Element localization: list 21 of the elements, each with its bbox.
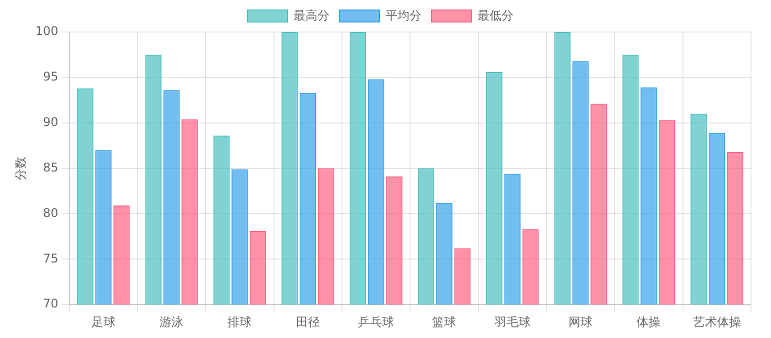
x-tick-label: 体操	[636, 314, 661, 329]
x-tick-label: 游泳	[160, 314, 184, 329]
y-tick-label: 90	[43, 114, 58, 129]
x-tick-label: 篮球	[432, 314, 456, 329]
y-tick-label: 100	[35, 24, 58, 38]
x-tick-label: 足球	[91, 314, 116, 329]
x-tick-label: 网球	[568, 314, 593, 329]
y-tick-label: 80	[43, 206, 58, 220]
legend-label: 平均分	[386, 8, 422, 22]
x-tick-label: 乒乓球	[358, 314, 394, 329]
y-tick-label: 85	[43, 160, 58, 174]
legend-label: 最高分	[294, 8, 330, 22]
x-tick-label: 排球	[228, 314, 252, 329]
y-axis-title: 分数	[13, 156, 28, 180]
y-tick-label: 95	[43, 70, 58, 84]
x-tick-label: 田径	[296, 314, 320, 329]
y-tick-label: 70	[43, 296, 58, 311]
y-tick-label: 75	[43, 251, 58, 266]
x-tick-label: 艺术体操	[692, 314, 741, 329]
legend-label: 最低分	[478, 8, 514, 22]
x-tick-label: 羽毛球	[493, 314, 530, 329]
